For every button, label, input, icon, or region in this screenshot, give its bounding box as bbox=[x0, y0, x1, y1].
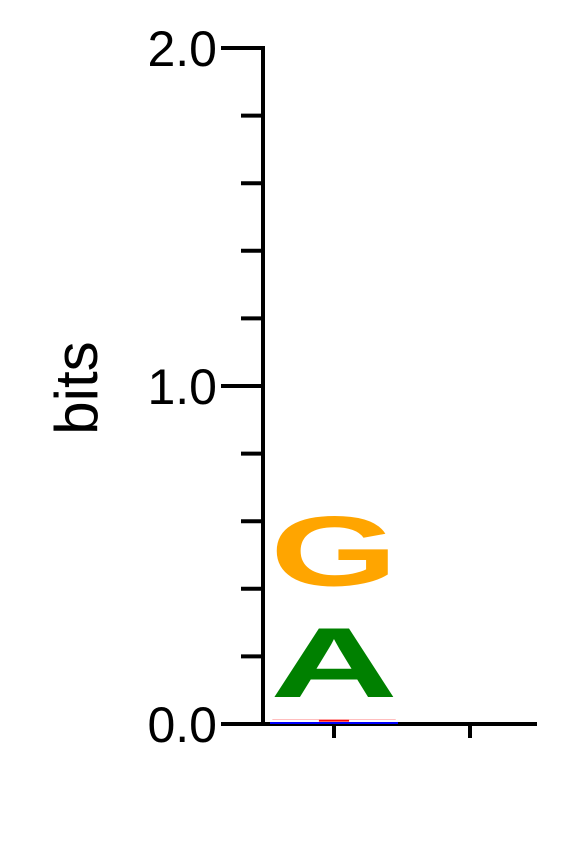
letter-T: T bbox=[270, 719, 398, 722]
y-axis: 0.0 1.0 2.0 bbox=[147, 21, 265, 753]
y-tick-label: 2.0 bbox=[147, 21, 217, 77]
x-axis bbox=[263, 722, 537, 738]
y-tick-label: 0.0 bbox=[147, 697, 217, 753]
y-tick-label: 1.0 bbox=[147, 359, 217, 415]
letter-C bbox=[270, 722, 398, 724]
letter-stacks: TAG bbox=[270, 495, 398, 724]
letter-A: A bbox=[270, 608, 398, 719]
stack-position-1: TAG bbox=[270, 495, 398, 724]
y-axis-title: bits bbox=[43, 341, 110, 434]
letter-G: G bbox=[270, 495, 398, 606]
